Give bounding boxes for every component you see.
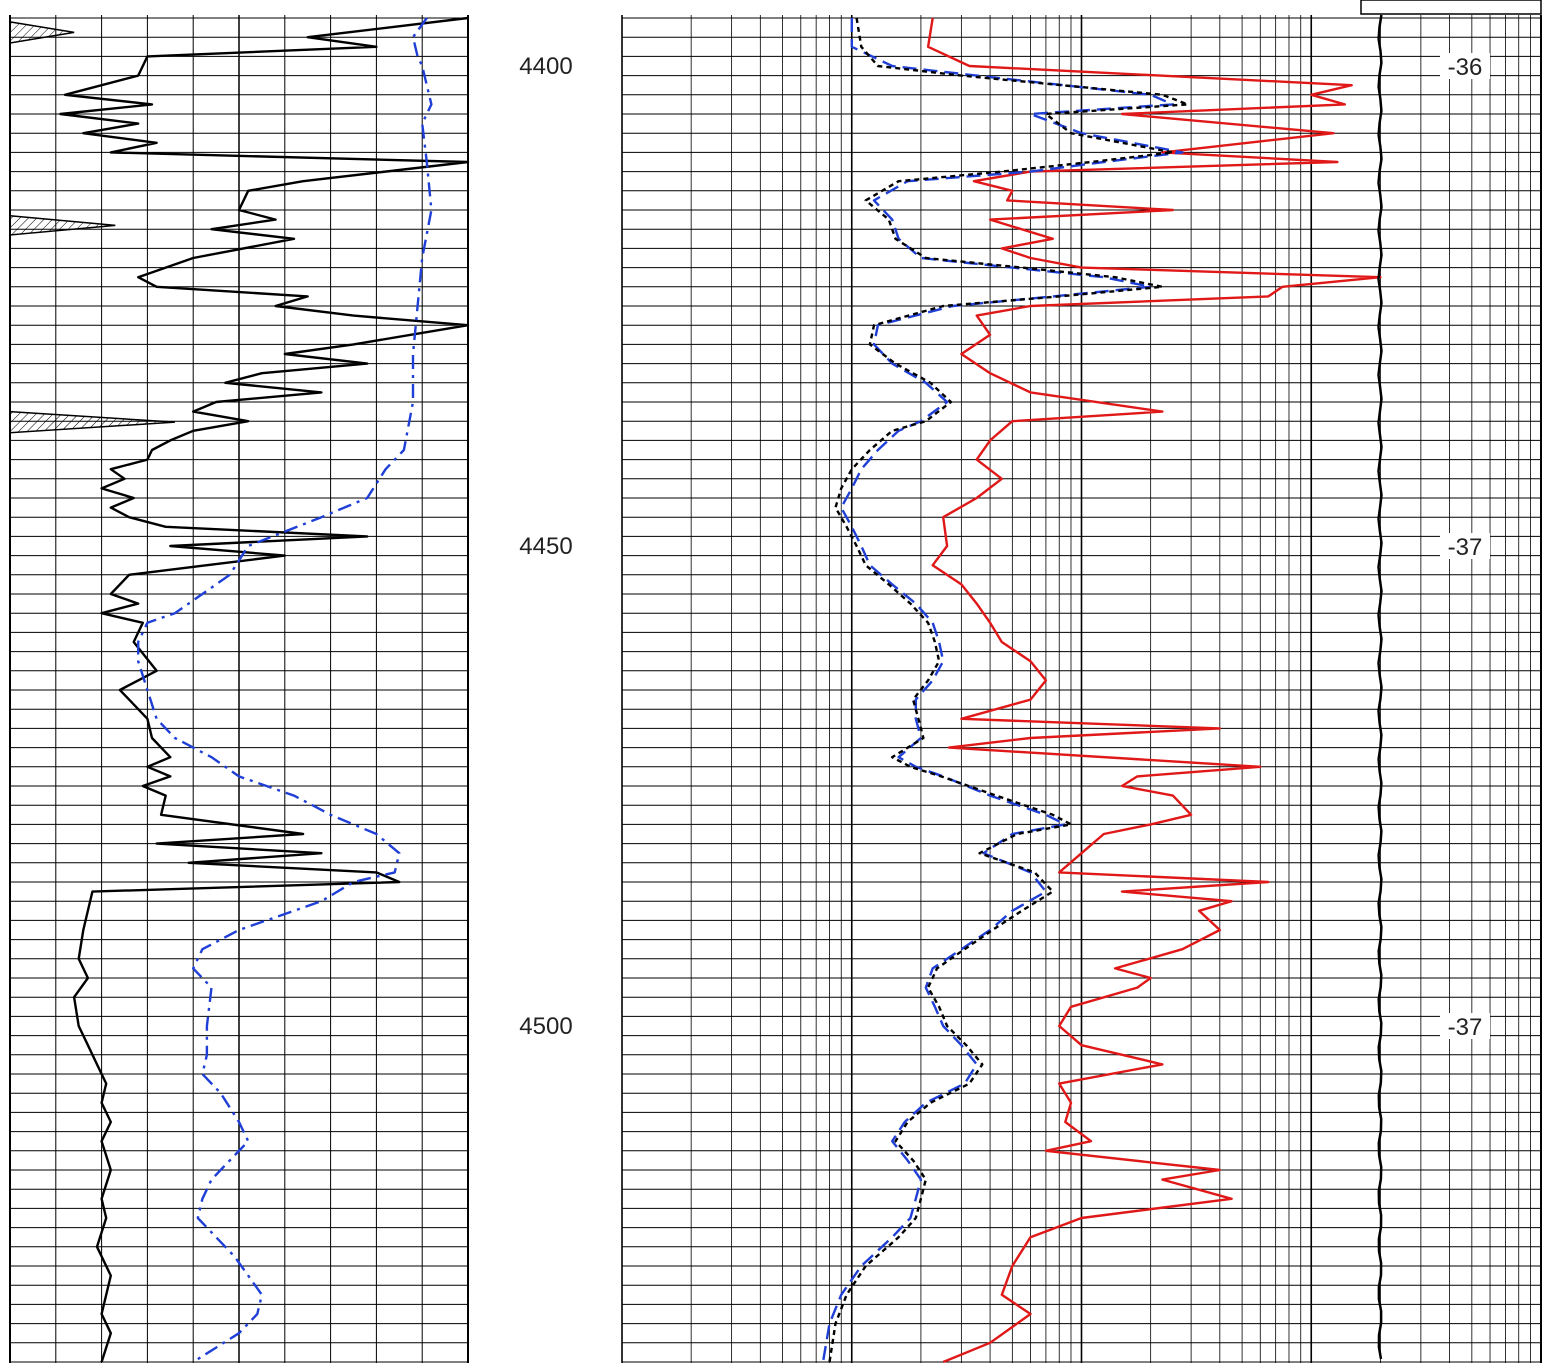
- shaded-marker: [9, 214, 116, 236]
- track-1-curve-1: [59, 16, 470, 1363]
- track-2-curve-1: [926, 17, 1382, 1363]
- depth-label-4400: 4400: [519, 53, 572, 80]
- header-box: [1360, 0, 1542, 15]
- track-2-curve-3: [828, 17, 1189, 1363]
- depth-label-4450: 4450: [519, 533, 572, 560]
- tension-curve: [1377, 14, 1383, 1360]
- tension-label-bg: [1440, 53, 1490, 79]
- shaded-markers: [9, 20, 175, 434]
- track-2-grid: [621, 15, 1542, 1363]
- tension-label-3: -37: [1448, 1014, 1483, 1041]
- tension-label-2: -37: [1448, 534, 1483, 561]
- depth-label-4500: 4500: [519, 1013, 572, 1040]
- track-1-curve-2: [136, 17, 433, 1363]
- log-curves: [59, 16, 1382, 1363]
- tension-label-bg: [1440, 533, 1490, 559]
- depth-labels: 4400 4450 4500: [519, 53, 572, 1040]
- tension-label-1: -36: [1448, 54, 1483, 81]
- track-2-curve-2: [821, 18, 1184, 1363]
- tension-labels: -36 -37 -37: [1440, 53, 1490, 1041]
- shaded-marker: [9, 20, 75, 44]
- tension-label-bg: [1440, 1013, 1490, 1039]
- tension-line: [1377, 14, 1383, 1360]
- track-1-grid: [9, 15, 469, 1363]
- shaded-marker: [9, 410, 175, 434]
